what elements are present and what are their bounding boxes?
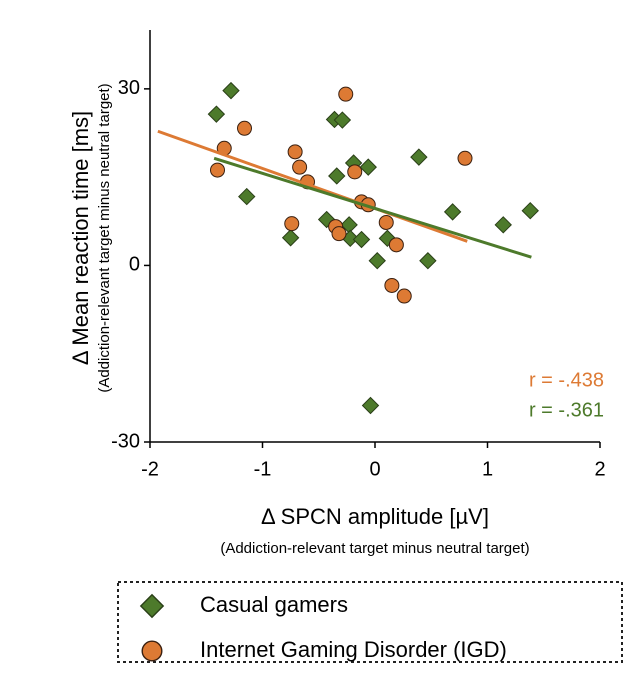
y-tick-label: -30 bbox=[111, 430, 140, 452]
point bbox=[378, 214, 394, 230]
point bbox=[238, 187, 256, 206]
point bbox=[396, 288, 412, 304]
point bbox=[222, 81, 240, 100]
point bbox=[494, 216, 512, 234]
point bbox=[287, 144, 303, 160]
point bbox=[457, 150, 473, 166]
point bbox=[333, 111, 352, 129]
trend-line bbox=[213, 156, 532, 259]
correlation-label: r = -.438 bbox=[529, 369, 604, 391]
trend-line bbox=[157, 129, 468, 243]
y-axis-label: Δ Mean reaction time [ms] bbox=[68, 111, 93, 365]
x-tick-label: 1 bbox=[482, 458, 493, 480]
x-axis-sublabel: (Addiction-relevant target minus neutral… bbox=[220, 540, 529, 557]
x-tick-label: -1 bbox=[254, 458, 272, 480]
y-tick-label: 30 bbox=[118, 77, 140, 99]
x-axis-label: Δ SPCN amplitude [µV] bbox=[261, 504, 489, 529]
point bbox=[328, 167, 346, 185]
point bbox=[410, 148, 428, 166]
y-axis-sublabel: (Addiction-relevant target minus neutral… bbox=[96, 83, 113, 392]
point bbox=[237, 120, 252, 136]
point bbox=[281, 229, 300, 247]
y-tick-label: 0 bbox=[129, 254, 140, 276]
legend-marker bbox=[141, 640, 163, 662]
x-tick-label: 0 bbox=[369, 458, 380, 480]
legend-label: Internet Gaming Disorder (IGD) bbox=[200, 637, 507, 662]
point bbox=[443, 203, 462, 221]
point bbox=[331, 226, 347, 242]
x-tick-label: 2 bbox=[594, 458, 605, 480]
correlation-label: r = -.361 bbox=[529, 399, 604, 421]
point bbox=[284, 216, 300, 232]
point bbox=[292, 159, 308, 175]
point bbox=[388, 237, 404, 253]
legend-marker bbox=[139, 593, 165, 619]
point bbox=[361, 396, 380, 415]
point bbox=[338, 86, 354, 102]
x-tick-label: -2 bbox=[141, 458, 159, 480]
point bbox=[359, 158, 377, 176]
point bbox=[347, 164, 363, 180]
point bbox=[210, 162, 225, 178]
point bbox=[352, 230, 371, 249]
point bbox=[384, 277, 400, 293]
point bbox=[207, 105, 226, 123]
legend-label: Casual gamers bbox=[200, 592, 348, 617]
point bbox=[419, 252, 437, 270]
point bbox=[368, 252, 386, 270]
legend-box bbox=[117, 581, 623, 663]
point bbox=[521, 201, 539, 220]
